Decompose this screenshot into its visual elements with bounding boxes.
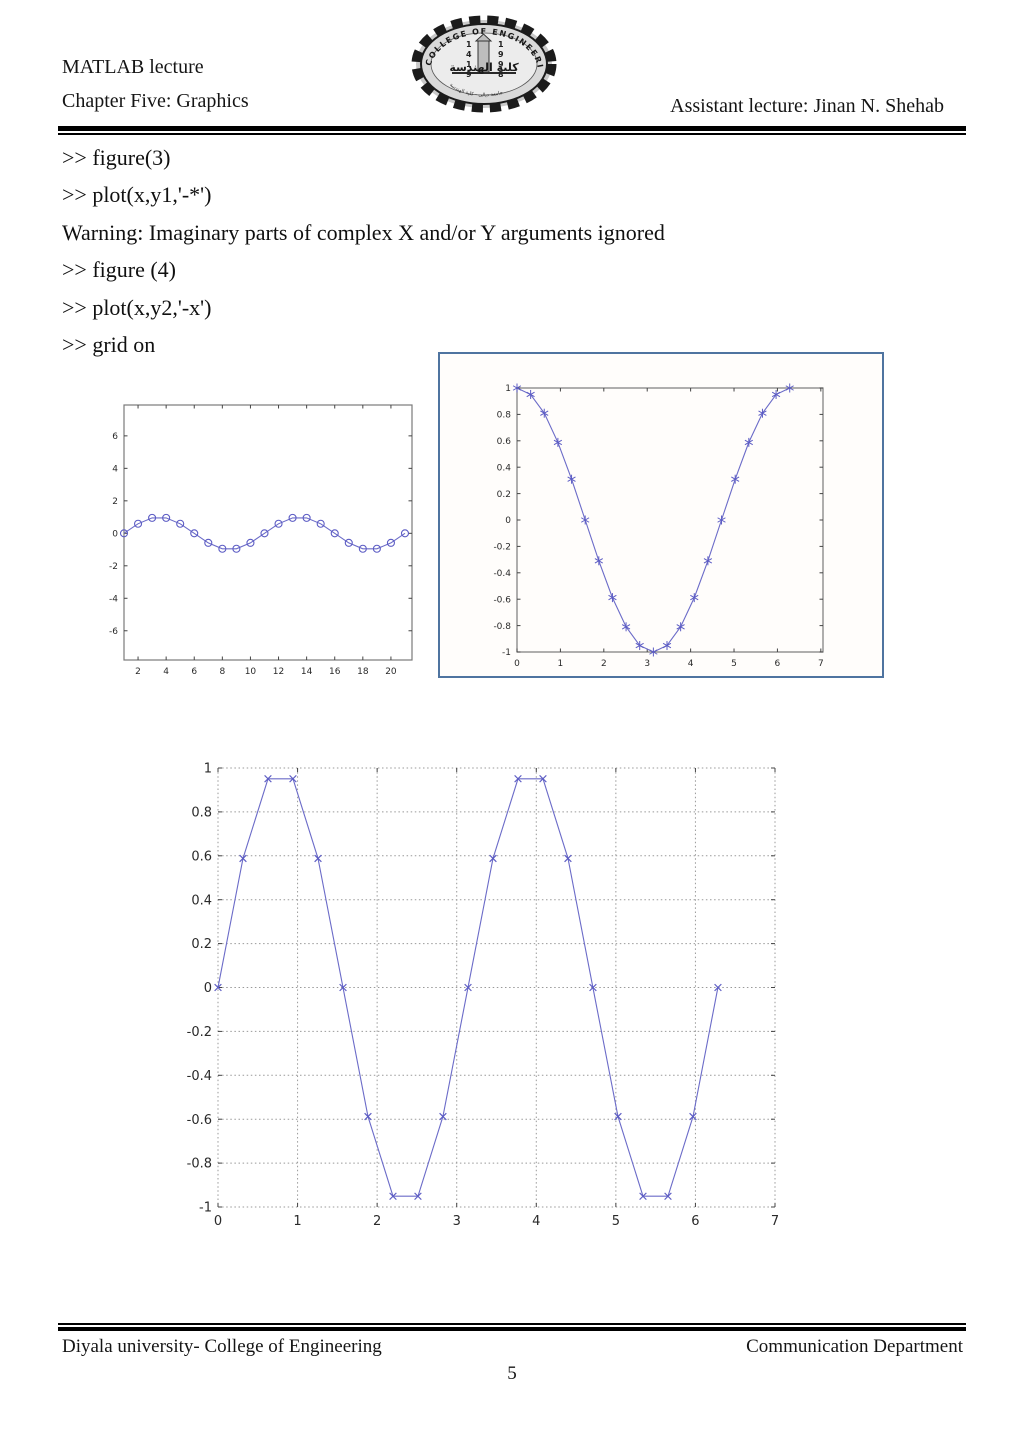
svg-text:4: 4: [112, 464, 118, 474]
svg-text:0.4: 0.4: [191, 893, 212, 908]
svg-text:0: 0: [214, 1214, 222, 1229]
college-of-engineering-logo-icon: COLLEGE OF ENGINEERING 1 4 1 9 1 9 9 8 ك…: [408, 14, 557, 113]
svg-text:3: 3: [453, 1214, 461, 1229]
svg-text:0.2: 0.2: [497, 490, 511, 500]
logo-year-right: 1 9 9 8: [498, 40, 506, 79]
svg-text:0: 0: [514, 659, 520, 669]
svg-text:18: 18: [357, 667, 369, 677]
svg-text:-0.6: -0.6: [187, 1113, 212, 1128]
console-line: >> figure(3): [62, 145, 171, 170]
header-divider: [58, 126, 966, 135]
svg-text:0.4: 0.4: [497, 463, 512, 473]
svg-text:-2: -2: [109, 562, 118, 572]
svg-text:-0.8: -0.8: [493, 622, 511, 632]
svg-text:2: 2: [112, 497, 118, 507]
svg-text:-1: -1: [199, 1201, 212, 1216]
svg-text:0: 0: [505, 516, 511, 526]
footer-department: Communication Department: [746, 1336, 963, 1357]
svg-text:-6: -6: [109, 627, 118, 637]
svg-text:1: 1: [293, 1214, 301, 1229]
svg-text:0.6: 0.6: [191, 849, 212, 864]
console-line: >> grid on: [62, 332, 156, 358]
console-line: >> plot(x,y1,'-*'): [62, 182, 212, 208]
svg-text:2: 2: [373, 1214, 381, 1229]
svg-text:-0.6: -0.6: [493, 595, 511, 605]
chapter-title: Chapter Five: Graphics: [62, 90, 249, 112]
svg-text:4: 4: [688, 659, 694, 669]
course-title: MATLAB lecture: [62, 56, 204, 78]
svg-text:16: 16: [329, 667, 341, 677]
svg-text:6: 6: [691, 1214, 699, 1229]
svg-text:-0.2: -0.2: [493, 543, 511, 553]
svg-text:5: 5: [612, 1214, 620, 1229]
svg-text:2: 2: [135, 667, 141, 677]
svg-text:7: 7: [771, 1214, 779, 1229]
console-line: >> figure (4): [62, 257, 176, 283]
svg-text:0.2: 0.2: [191, 937, 212, 952]
svg-text:-0.8: -0.8: [187, 1157, 212, 1172]
svg-text:4: 4: [163, 667, 169, 677]
logo-center-text: كلية الهندسة: [449, 61, 519, 74]
figure3-plot-cosine-asterisk: 0 1 2 3 4 5 6 7 -1 -0.8 -0.6 -0.4 -0.2 0 0.2 0.4 0.6 0.8 1: [493, 383, 824, 669]
svg-text:1: 1: [505, 384, 511, 394]
svg-text:0.8: 0.8: [191, 805, 212, 820]
svg-text:12: 12: [273, 667, 284, 677]
svg-text:6: 6: [775, 659, 781, 669]
svg-text:-1: -1: [502, 648, 511, 658]
plot-sine-circle-markers: 2 4 6 8 10 12 14 16 18 20 -6 -4 -2 0 2 4 6: [109, 404, 413, 677]
svg-text:8: 8: [219, 667, 225, 677]
svg-text:-0.2: -0.2: [187, 1025, 212, 1040]
svg-text:0.8: 0.8: [497, 411, 512, 421]
svg-text:20: 20: [385, 667, 397, 677]
svg-text:1: 1: [558, 659, 564, 669]
svg-text:3: 3: [644, 659, 650, 669]
matlab-console-block: >> figure(3) >> plot(x,y1,'-*') Warning:…: [62, 139, 665, 363]
svg-text:1: 1: [204, 762, 212, 777]
svg-text:6: 6: [112, 432, 118, 442]
svg-text:-0.4: -0.4: [187, 1069, 212, 1084]
svg-text:4: 4: [532, 1214, 540, 1229]
svg-text:5: 5: [731, 659, 737, 669]
svg-text:-4: -4: [109, 594, 118, 604]
console-line: Warning: Imaginary parts of complex X an…: [62, 219, 665, 245]
svg-text:7: 7: [818, 659, 824, 669]
logo-year-left: 1 4 1 9: [466, 40, 474, 79]
svg-text:0.6: 0.6: [497, 437, 512, 447]
figure4-plot-sin2x-grid: 0 1 2 3 4 5 6 7 -1 -0.8 -0.6 -0.4 -0.2 0 0.2 0.4 0.6 0.8 1: [187, 762, 780, 1229]
svg-text:0: 0: [112, 529, 118, 539]
lecturer-name: Assistant lecture: Jinan N. Shehab: [670, 95, 944, 117]
svg-text:-0.4: -0.4: [493, 569, 511, 579]
svg-text:2: 2: [601, 659, 607, 669]
footer-divider: [58, 1323, 966, 1331]
svg-text:14: 14: [301, 667, 313, 677]
svg-text:0: 0: [204, 981, 212, 996]
svg-text:6: 6: [191, 667, 197, 677]
footer-university: Diyala university- College of Engineerin…: [62, 1336, 382, 1357]
page-number: 5: [507, 1363, 517, 1384]
svg-text:10: 10: [245, 667, 257, 677]
figure3-window-frame: 0 1 2 3 4 5 6 7 -1 -0.8 -0.6 -0.4 -0.2 0 0.2 0.4 0.6 0.8 1: [438, 352, 884, 678]
console-line: >> plot(x,y2,'-x'): [62, 294, 212, 320]
